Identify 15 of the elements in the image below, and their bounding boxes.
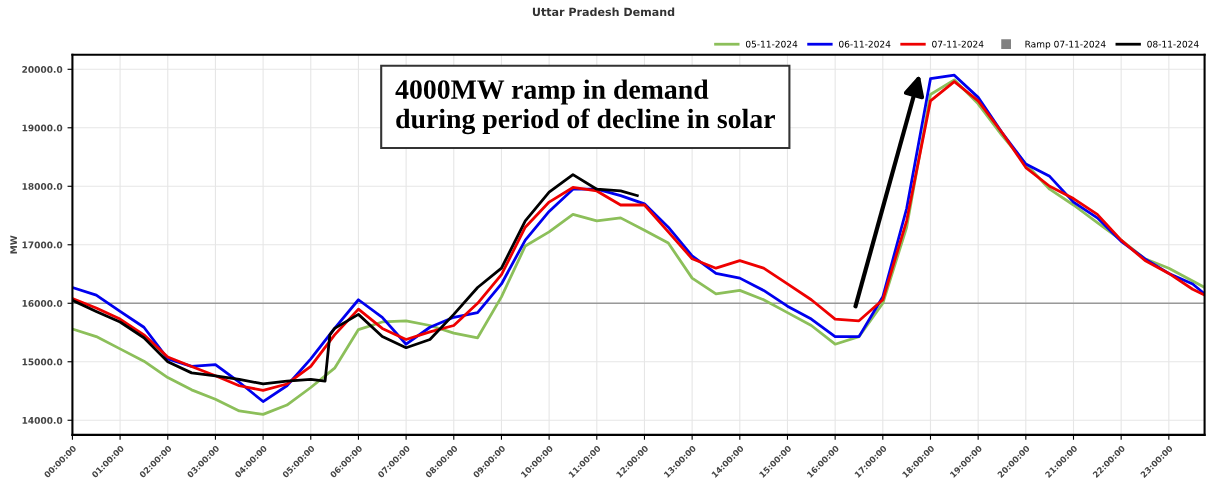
y-tick-label: 15000.0 bbox=[22, 358, 63, 366]
y-tick-label: 17000.0 bbox=[22, 241, 63, 249]
y-tick-label: 18000.0 bbox=[22, 183, 63, 190]
y-tick-label: 20000.0 bbox=[22, 66, 63, 73]
y-axis-title: MW bbox=[10, 235, 17, 254]
y-tick-label: 19000.0 bbox=[22, 124, 63, 132]
legend-label: Ramp 07-11-2024 bbox=[1025, 40, 1106, 50]
legend-label: 07-11-2024 bbox=[932, 40, 984, 48]
y-tick-label: 14000.0 bbox=[22, 416, 63, 424]
annotation: 4000MW ramp in demand during period of decline in solar bbox=[395, 79, 775, 135]
y-tick-label: 16000.0 bbox=[22, 300, 63, 307]
legend-label: 06-11-2024 bbox=[839, 40, 891, 48]
legend-label: 05-11-2024 bbox=[745, 40, 798, 48]
chart-title: Uttar Pradesh Demand bbox=[532, 7, 675, 17]
legend-label: 08-11-2024 bbox=[1147, 40, 1199, 48]
